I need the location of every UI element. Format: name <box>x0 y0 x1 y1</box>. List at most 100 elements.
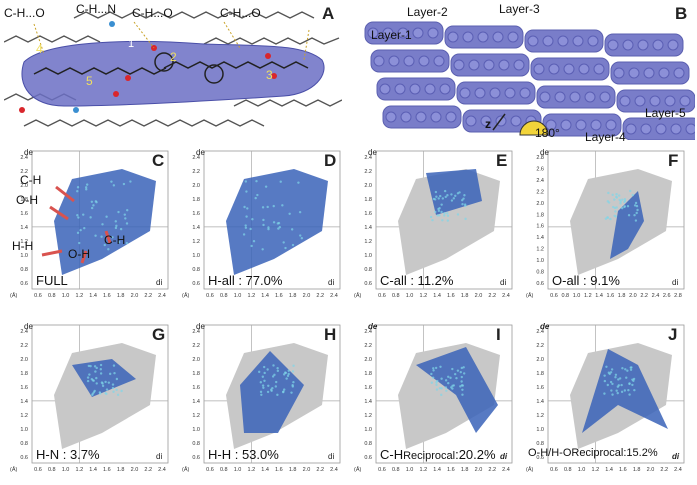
y-tick-label: 1.6 <box>192 385 200 391</box>
contact-arrow <box>80 250 88 264</box>
density-point <box>299 234 302 237</box>
site-number-3: 3 <box>266 68 273 82</box>
density-point <box>440 377 443 380</box>
x-tick-label: 1.4 <box>89 467 97 473</box>
density-point <box>459 385 462 388</box>
x-tick-label: 2.2 <box>316 293 324 299</box>
y-tick-label: 2.0 <box>364 183 372 189</box>
density-point <box>244 180 248 183</box>
density-point <box>266 390 270 394</box>
density-point <box>261 375 265 378</box>
x-tick-label: 0.6 <box>34 467 42 473</box>
density-point <box>446 219 450 222</box>
contact-arrow <box>104 230 112 244</box>
density-point <box>614 376 617 379</box>
x-tick-label: 1.2 <box>420 467 428 473</box>
y-tick-label: 2.0 <box>192 357 200 363</box>
density-point <box>115 224 118 228</box>
y-tick-label: 2.4 <box>536 178 544 184</box>
x-tick-label: 2.4 <box>330 467 338 473</box>
density-point <box>92 379 95 382</box>
arrow-label: C-H <box>20 173 42 187</box>
fingerprint-svg: 2.4 2.2 2.0 1.8 1.6 1.4 1.2 1.0 0.8 0.6 0.6 0.8 1.0 1… <box>182 148 341 299</box>
density-point <box>441 219 444 222</box>
density-point <box>297 181 300 184</box>
fingerprint-region <box>226 169 328 275</box>
density-point <box>287 369 290 372</box>
density-point <box>437 207 440 211</box>
density-point <box>450 199 454 202</box>
label-sub: Reciprocal <box>571 447 624 459</box>
y-tick-label: 2.0 <box>20 357 28 363</box>
density-point <box>636 208 639 212</box>
x-tick-label: 0.6 <box>34 293 42 299</box>
x-tick-label: 1.4 <box>605 467 613 473</box>
density-point <box>633 204 637 207</box>
contact-arrow <box>41 249 63 257</box>
density-point <box>441 197 445 200</box>
density-point <box>440 203 443 206</box>
x-tick-label: 2.2 <box>660 467 668 473</box>
density-point <box>444 379 448 382</box>
y-tick-label: 1.0 <box>192 427 200 433</box>
density-point <box>111 383 115 386</box>
y-tick-label: 2.2 <box>192 343 200 349</box>
de-axis-label: de <box>540 322 550 331</box>
density-point <box>125 222 129 225</box>
x-tick-label: 0.8 <box>564 467 572 473</box>
density-point <box>101 223 104 226</box>
density-point <box>122 182 126 186</box>
density-point <box>290 228 294 231</box>
density-point <box>287 372 290 376</box>
density-point <box>95 366 98 370</box>
density-point <box>273 373 276 377</box>
de-axis-label: de <box>540 148 549 157</box>
y-tick-label: 1.2 <box>20 413 28 419</box>
density-point <box>111 236 114 239</box>
x-tick-label: 2.2 <box>144 293 152 299</box>
y-tick-label: 1.8 <box>20 371 28 377</box>
di-axis-label: di <box>500 278 506 287</box>
density-point <box>463 372 466 375</box>
x-tick-label: 1.4 <box>433 293 441 299</box>
density-point <box>439 365 442 368</box>
density-point <box>445 389 448 392</box>
density-point <box>262 386 265 389</box>
x-tick-label: 1.6 <box>103 467 111 473</box>
x-tick-label: 0.8 <box>48 293 56 299</box>
density-point <box>267 384 270 387</box>
density-point <box>617 378 620 381</box>
layer-label-5: Layer-5 <box>645 106 686 120</box>
density-point <box>461 203 464 206</box>
density-point <box>76 186 80 189</box>
density-point <box>621 198 624 201</box>
y-tick-label: 0.6 <box>364 281 372 287</box>
density-point <box>635 204 639 208</box>
y-tick-label: 1.6 <box>364 385 372 391</box>
di-axis-label: di <box>156 278 162 287</box>
density-point <box>245 190 248 193</box>
site-number-4: 4 <box>36 42 43 56</box>
density-point <box>438 214 441 217</box>
fingerprint-region <box>72 359 136 397</box>
x-tick-label: 1.0 <box>578 467 586 473</box>
contact-arrow <box>49 205 69 221</box>
y-tick-label: 1.0 <box>536 258 544 264</box>
density-point <box>614 373 618 377</box>
density-point <box>437 209 441 213</box>
density-point <box>629 189 632 193</box>
density-point <box>619 202 622 205</box>
x-tick-label: 1.4 <box>261 293 269 299</box>
x-tick-label: 1.8 <box>461 467 469 473</box>
density-point <box>129 180 132 183</box>
y-tick-label: 0.8 <box>192 441 200 447</box>
density-point <box>94 234 97 237</box>
density-point <box>283 388 286 391</box>
fingerprint-plot-d: 2.4 2.2 2.0 1.8 1.6 1.4 1.2 1.0 0.8 0.6 0.6 0.8 1.0 1… <box>178 143 348 303</box>
density-point <box>291 243 295 247</box>
layer-slab <box>376 77 456 101</box>
density-point <box>91 393 94 397</box>
density-point <box>261 206 265 209</box>
x-tick-label: 1.8 <box>117 293 125 299</box>
arrow-label: C-H <box>104 233 126 247</box>
